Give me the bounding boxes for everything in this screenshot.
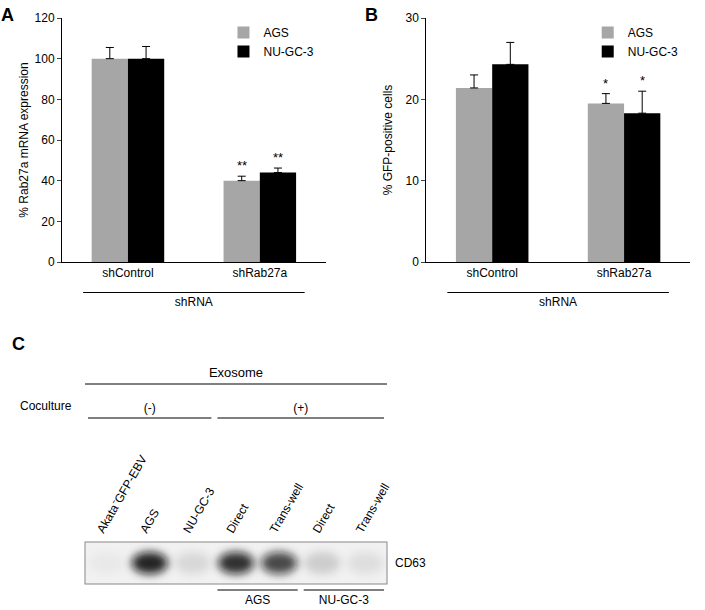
svg-text:Trans-well: Trans-well (267, 481, 307, 536)
svg-text:0: 0 (412, 255, 419, 269)
svg-text:0: 0 (48, 255, 55, 269)
svg-text:NU-GC-3: NU-GC-3 (319, 593, 369, 607)
svg-text:NU-GC-3: NU-GC-3 (180, 485, 217, 536)
svg-text:Direct: Direct (223, 501, 251, 536)
svg-text:AGS: AGS (137, 507, 162, 536)
svg-text:A: A (1, 5, 14, 25)
svg-text:NU-GC-3: NU-GC-3 (263, 45, 313, 59)
svg-text:Trans-well: Trans-well (353, 481, 393, 536)
svg-text:20: 20 (41, 215, 55, 229)
svg-text:shRNA: shRNA (539, 295, 577, 309)
svg-text:% Rab27a mRNA expression: % Rab27a mRNA expression (17, 62, 31, 217)
svg-text:Coculture: Coculture (20, 399, 72, 413)
svg-text:CD63: CD63 (395, 556, 426, 570)
svg-text:20: 20 (405, 93, 419, 107)
svg-text:shRab27a: shRab27a (597, 266, 652, 280)
svg-text:B: B (365, 5, 378, 25)
svg-text:shControl: shControl (467, 266, 518, 280)
svg-text:*: * (640, 73, 645, 88)
svg-text:AGS: AGS (628, 26, 653, 40)
svg-text:Akata⁻GFP-EBV: Akata⁻GFP-EBV (94, 452, 150, 536)
svg-text:Exosome: Exosome (209, 365, 263, 380)
svg-text:shControl: shControl (102, 266, 153, 280)
svg-text:% GFP-positive cells: % GFP-positive cells (381, 85, 395, 196)
svg-text:AGS: AGS (263, 26, 288, 40)
svg-text:NU-GC-3: NU-GC-3 (628, 45, 678, 59)
svg-text:AGS: AGS (245, 593, 270, 607)
svg-text:80: 80 (41, 93, 55, 107)
svg-text:(-): (-) (144, 401, 156, 415)
svg-text:120: 120 (35, 11, 55, 25)
svg-text:(+): (+) (293, 401, 308, 415)
svg-text:Direct: Direct (310, 501, 338, 536)
svg-text:shRab27a: shRab27a (232, 266, 287, 280)
svg-text:100: 100 (35, 52, 55, 66)
svg-text:10: 10 (405, 174, 419, 188)
svg-text:C: C (12, 334, 25, 354)
svg-text:**: ** (237, 158, 247, 173)
svg-text:40: 40 (41, 174, 55, 188)
svg-text:60: 60 (41, 133, 55, 147)
svg-text:**: ** (273, 150, 283, 165)
svg-text:*: * (603, 76, 608, 91)
svg-text:shRNA: shRNA (175, 295, 213, 309)
svg-text:30: 30 (405, 11, 419, 25)
